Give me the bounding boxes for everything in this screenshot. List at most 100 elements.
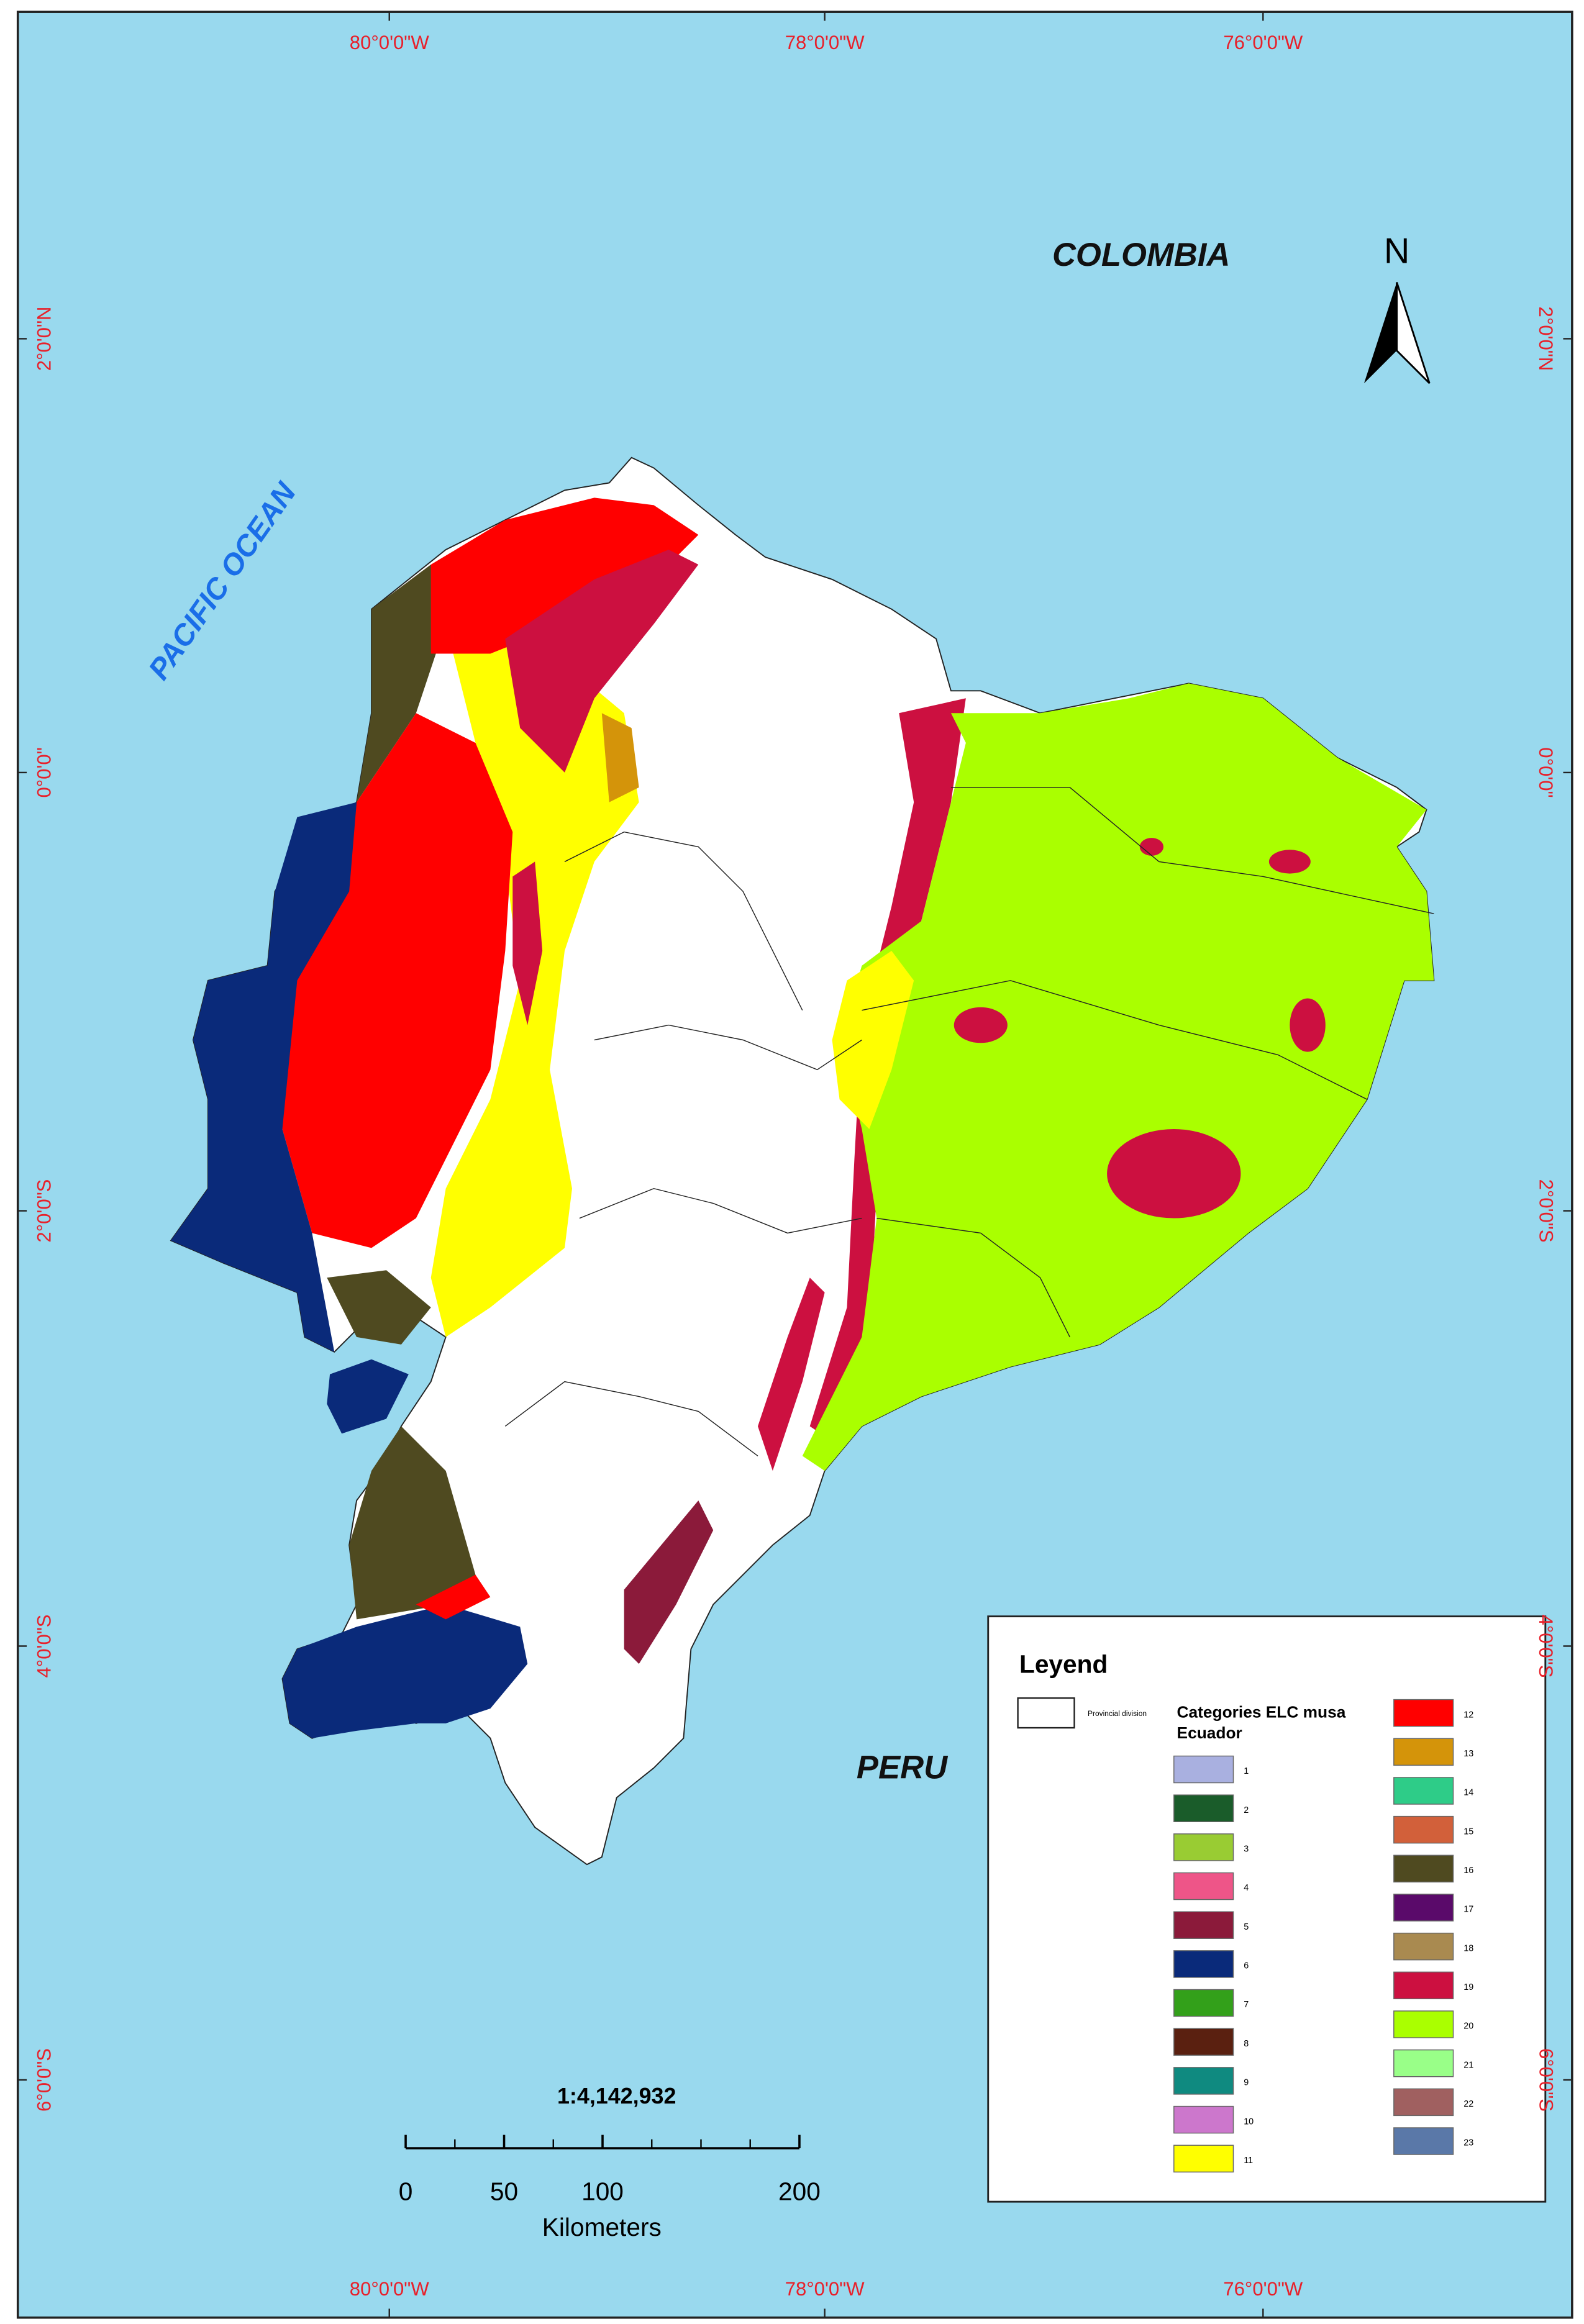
north-label: N — [1384, 231, 1409, 271]
scale-tick-label: 0 — [399, 2177, 413, 2206]
land-cover-region — [1107, 1129, 1241, 1219]
land-cover-region — [624, 1500, 714, 1664]
land-cover-region — [282, 1604, 528, 1738]
legend-label: 5 — [1244, 1922, 1249, 1932]
land-cover-region — [601, 713, 639, 802]
graticule-label: 80°0'0"W — [350, 32, 430, 53]
legend-swatch — [1393, 1854, 1454, 1883]
legend-swatch — [1393, 2127, 1454, 2155]
provincial-division — [564, 831, 803, 1010]
graticule-label: 2°0'0"S — [1535, 1179, 1557, 1243]
land-cover-region — [1290, 998, 1326, 1052]
legend-swatch — [1393, 1699, 1454, 1727]
scale-tick-label: 50 — [490, 2177, 518, 2206]
legend-swatch — [1173, 1872, 1234, 1900]
boundary-swatch — [1017, 1697, 1075, 1729]
graticule-label: 80°0'0"W — [350, 2278, 430, 2300]
land-cover-region — [327, 1359, 409, 1434]
legend-label: 20 — [1463, 2022, 1473, 2031]
graticule-label: 6°0'0"S — [1535, 2048, 1557, 2112]
land-cover-region — [171, 802, 357, 1352]
legend: Leyend Provincial division Categories EL… — [987, 1615, 1547, 2203]
land-cover-region — [757, 1278, 825, 1471]
legend-heading: Categories ELC musa — [1177, 1702, 1346, 1721]
legend-label: 8 — [1244, 2039, 1249, 2049]
boundary-label: Provincial division — [1088, 1709, 1147, 1718]
scale-unit: Kilometers — [542, 2213, 662, 2241]
legend-swatch — [1393, 1815, 1454, 1844]
legend-swatch — [1173, 2145, 1234, 2173]
land-cover-region — [832, 950, 914, 1130]
legend-label: 11 — [1244, 2156, 1253, 2166]
legend-swatch — [1393, 2088, 1454, 2117]
legend-label: 14 — [1463, 1788, 1473, 1798]
land-cover-region — [357, 565, 446, 802]
provincial-division — [594, 1024, 862, 1071]
legend-swatch — [1173, 1755, 1234, 1784]
legend-swatch — [1393, 2010, 1454, 2038]
land-cover-region — [512, 861, 543, 1025]
legend-swatch — [1173, 2067, 1234, 2095]
graticule-label: 0°0'0" — [33, 747, 55, 797]
land-cover-region — [327, 1270, 431, 1345]
legend-swatch — [1393, 1738, 1454, 1766]
provincial-division — [504, 1381, 758, 1456]
legend-swatch — [1173, 1950, 1234, 1978]
legend-label: 4 — [1244, 1883, 1249, 1893]
legend-label: 18 — [1463, 1943, 1473, 1953]
land-cover-region — [1268, 850, 1311, 874]
arrow-half — [1396, 282, 1431, 384]
country-label: PERU — [857, 1749, 949, 1786]
legend-label: 2 — [1244, 1805, 1249, 1815]
legend-swatch — [1393, 1971, 1454, 2000]
graticule-label: 0°0'0" — [1535, 747, 1557, 797]
graticule-label: 76°0'0"W — [1223, 32, 1303, 53]
land-cover-region — [954, 1007, 1008, 1043]
legend-label: 16 — [1463, 1866, 1473, 1876]
legend-label: 19 — [1463, 1982, 1473, 1992]
graticule-label: 2°0'0"S — [33, 1179, 55, 1243]
legend-label: 15 — [1463, 1827, 1473, 1836]
legend-label: 9 — [1244, 2078, 1249, 2088]
land-cover-region — [1139, 838, 1164, 856]
ecuador-land — [170, 456, 1435, 1866]
graticule-label: 4°0'0"S — [1535, 1614, 1557, 1677]
legend-label: 13 — [1463, 1749, 1473, 1759]
land-cover-region — [802, 683, 1434, 1471]
legend-label: 10 — [1244, 2117, 1254, 2127]
graticule-label: 4°0'0"S — [33, 1614, 55, 1677]
legend-label: 12 — [1463, 1710, 1473, 1720]
legend-swatch — [1173, 1833, 1234, 1861]
legend-swatch — [1173, 2105, 1234, 2134]
legend-label: 6 — [1244, 1961, 1249, 1971]
land-cover-region — [349, 1426, 476, 1620]
land-cover-region — [505, 550, 699, 773]
land-cover-region — [416, 1574, 491, 1620]
legend-swatch — [1393, 1777, 1454, 1805]
graticule-label: 76°0'0"W — [1223, 2278, 1303, 2300]
graticule-label: 2°0'0"N — [33, 307, 55, 371]
provincial-division — [950, 787, 1434, 914]
legend-label: 7 — [1244, 2000, 1249, 2010]
legend-title: Leyend — [1019, 1650, 1108, 1679]
legend-label: 3 — [1244, 1845, 1249, 1854]
scale-tick-label: 200 — [778, 2177, 821, 2206]
country-label: COLOMBIA — [1052, 237, 1230, 273]
legend-swatch — [1173, 2028, 1234, 2056]
provincial-division — [876, 1217, 1070, 1338]
graticule-label: 78°0'0"W — [785, 32, 865, 53]
legend-label: 17 — [1463, 1905, 1473, 1915]
legend-label: 21 — [1463, 2060, 1473, 2070]
provincial-division — [579, 1187, 862, 1234]
scale-ratio: 1:4,142,932 — [557, 2084, 676, 2108]
legend-swatch — [1173, 1989, 1234, 2017]
legend-label: 1 — [1244, 1766, 1249, 1776]
graticule-label: 6°0'0"S — [33, 2048, 55, 2112]
legend-swatch — [1173, 1911, 1234, 1939]
legend-swatch — [1173, 1794, 1234, 1822]
legend-label: 23 — [1463, 2138, 1473, 2148]
legend-heading: Ecuador — [1177, 1723, 1242, 1742]
land-cover-region — [430, 497, 699, 654]
